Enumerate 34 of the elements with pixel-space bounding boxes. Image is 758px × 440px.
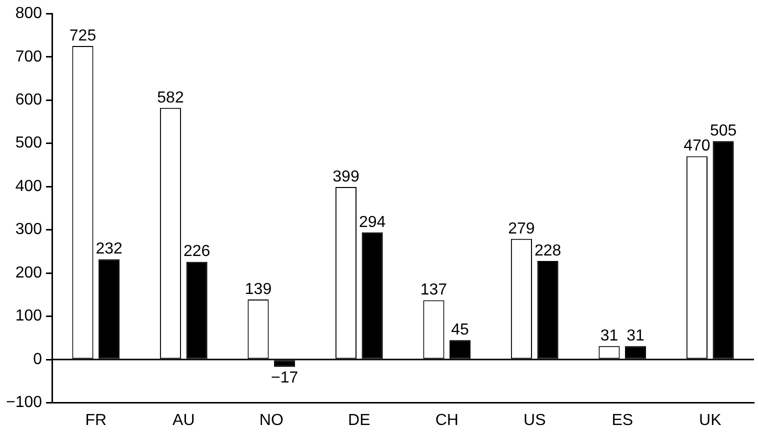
y-tick-label: 100 [15,308,42,325]
data-label: 137 [420,282,448,299]
y-tick-label: −100 [6,394,42,412]
y-tick-label: 200 [15,264,42,282]
x-tick-label: AU [172,412,195,429]
x-tick-label: FR [85,412,107,429]
x-tick-label: DE [348,412,370,429]
x-tick-label: US [524,412,546,429]
y-tick-label: 800 [15,5,42,22]
data-label: 399 [332,168,360,186]
data-label: 470 [684,138,710,155]
x-tick-label: ES [612,412,634,429]
data-label: 232 [96,240,123,258]
y-tick-label: 0 [33,350,42,368]
data-label: 45 [451,322,470,338]
y-tick-label: 300 [15,221,42,238]
data-label: 31 [626,328,645,345]
y-tick-label: 700 [15,48,42,66]
data-label: 505 [710,122,737,140]
data-label: 294 [358,214,386,231]
data-label: 226 [183,243,210,260]
x-tick-label: NO [259,412,284,429]
x-tick-label: UK [699,412,722,429]
data-label: 279 [508,220,535,238]
data-label: 582 [157,89,184,106]
y-tick-label: 400 [15,178,42,195]
data-label: 31 [600,328,618,345]
data-label: 228 [534,242,562,260]
data-label: −17 [270,369,298,386]
data-label: 725 [69,27,96,44]
x-tick-label: CH [435,412,458,429]
data-label: 139 [244,280,272,298]
y-tick-label: 600 [15,91,42,108]
y-tick-label: 500 [15,134,42,152]
